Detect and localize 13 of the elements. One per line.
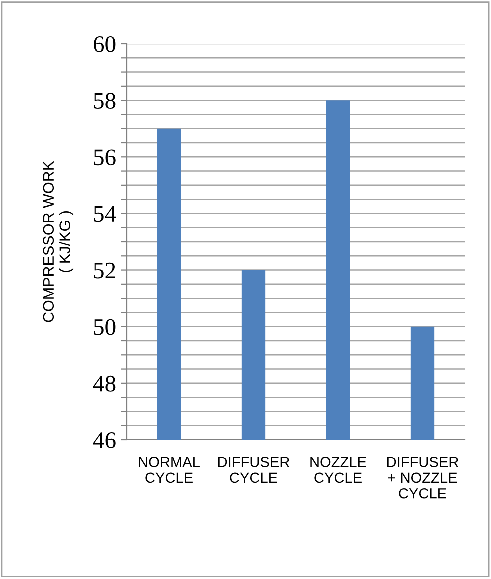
y-tick-label: 58 xyxy=(94,93,116,109)
y-tick-label: 46 xyxy=(93,432,116,448)
y-tick-label: 54 xyxy=(94,206,116,222)
y-axis-title: COMPRESSOR WORK ( KJ/KG ) xyxy=(43,161,74,322)
y-tick-label: 50 xyxy=(94,319,116,336)
x-tick-label: DIFFUSER + NOZZLE CYCLE xyxy=(387,457,459,499)
x-tick-label: DIFFUSER CYCLE xyxy=(218,457,290,484)
y-tick-label: 48 xyxy=(93,376,116,392)
x-tick-label: NOZZLE CYCLE xyxy=(310,457,366,484)
y-tick-label: 56 xyxy=(94,150,116,166)
y-tick-label: 52 xyxy=(94,262,116,279)
x-tick-label: NORMAL CYCLE xyxy=(139,457,200,484)
y-tick-label: 60 xyxy=(94,36,116,52)
